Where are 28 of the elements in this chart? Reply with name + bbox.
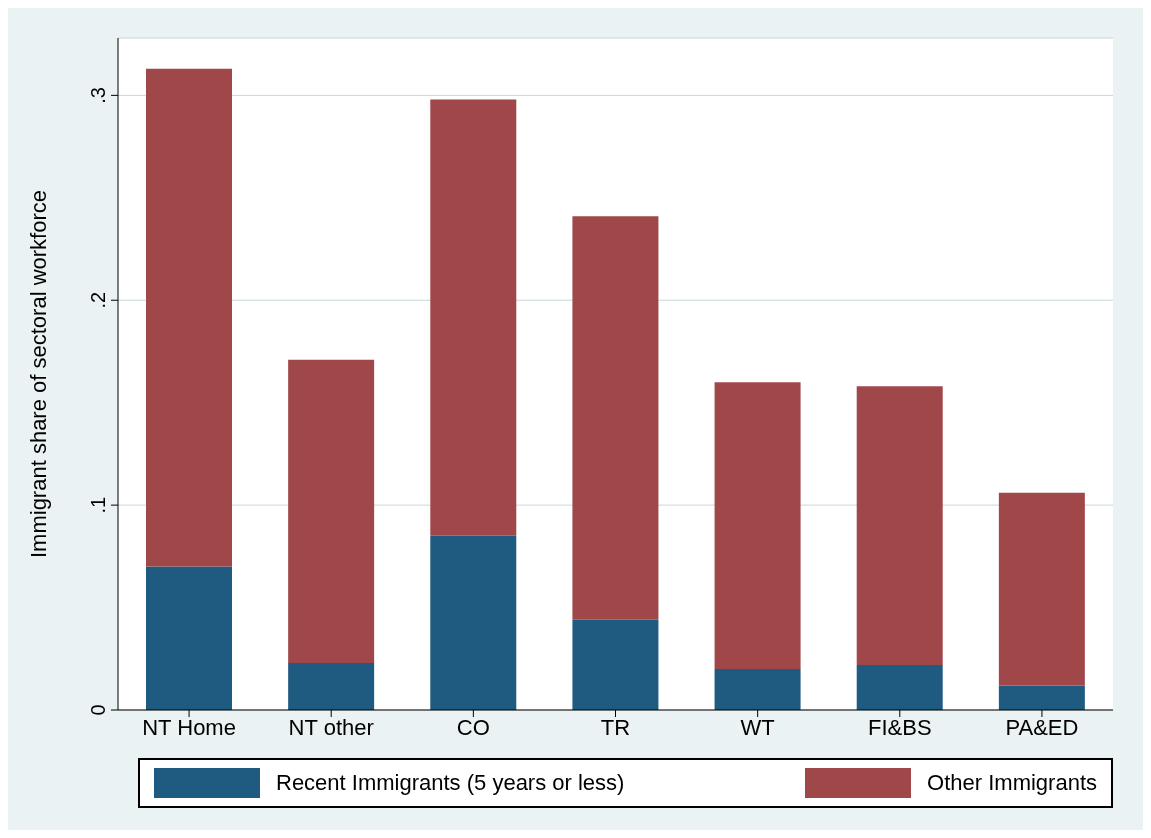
bar [856,664,943,710]
legend-label: Recent Immigrants (5 years or less) [276,770,625,796]
bar [288,662,375,710]
x-tick-label: NT other [288,714,374,740]
x-tick-label: FI&BS [868,714,932,740]
y-tick-label: .2 [87,291,109,309]
bar [998,492,1085,686]
bar [998,685,1085,710]
y-tick-label: 0 [87,704,109,716]
bar [146,68,232,567]
bar [288,359,375,663]
bar [430,99,517,536]
x-tick-label: PA&ED [1005,714,1079,740]
legend-label: Other Immigrants [927,770,1097,796]
x-tick-label: WT [740,714,775,740]
x-tick-label: NT Home [142,714,236,740]
y-tick-label: .3 [87,87,109,104]
bar [714,669,801,710]
x-tick-label: CO [456,714,490,740]
bar [430,535,517,710]
y-tick-label: .1 [87,496,109,514]
bar [714,382,801,670]
bar [572,216,659,620]
bar [572,619,659,710]
x-tick-label: TR [600,714,631,740]
bar [146,566,232,710]
y-axis-title: Immigrant share of sectoral workforce [25,189,51,559]
bar [856,386,943,665]
